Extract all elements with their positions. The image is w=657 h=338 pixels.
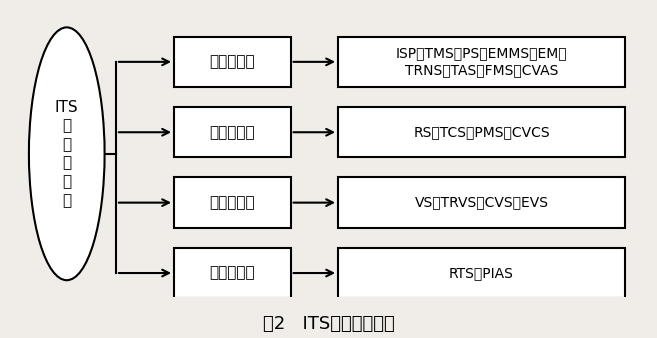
FancyBboxPatch shape <box>338 177 625 228</box>
FancyBboxPatch shape <box>338 37 625 87</box>
FancyBboxPatch shape <box>174 248 290 298</box>
FancyBboxPatch shape <box>174 37 290 87</box>
Text: RS、TCS、PMS、CVCS: RS、TCS、PMS、CVCS <box>413 125 550 139</box>
Text: ISP、TMS、PS、EMMS、EM、
TRNS、TAS、FMS、CVAS: ISP、TMS、PS、EMMS、EM、 TRNS、TAS、FMS、CVAS <box>396 46 567 77</box>
FancyBboxPatch shape <box>174 177 290 228</box>
Text: 中心子系统: 中心子系统 <box>210 54 255 69</box>
Text: RTS、PIAS: RTS、PIAS <box>449 266 514 280</box>
FancyBboxPatch shape <box>338 248 625 298</box>
Text: 道路子系统: 道路子系统 <box>210 125 255 140</box>
Ellipse shape <box>29 27 104 280</box>
Text: ITS
子
系
统
结
构: ITS 子 系 统 结 构 <box>55 100 79 208</box>
FancyBboxPatch shape <box>338 107 625 158</box>
Text: 车辆子系统: 车辆子系统 <box>210 195 255 210</box>
Text: 图2   ITS子系统结构图: 图2 ITS子系统结构图 <box>263 315 394 333</box>
Text: 远程子系统: 远程子系统 <box>210 266 255 281</box>
Text: VS、TRVS、CVS、EVS: VS、TRVS、CVS、EVS <box>415 196 549 210</box>
FancyBboxPatch shape <box>174 107 290 158</box>
